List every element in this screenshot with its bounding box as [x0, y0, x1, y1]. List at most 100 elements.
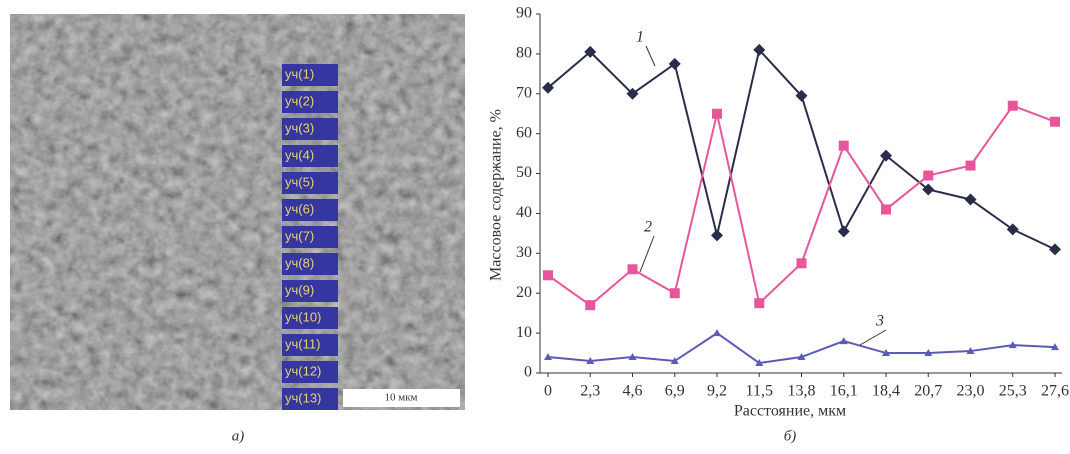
region-label: уч(8) [285, 255, 314, 270]
y-tick-label: 80 [516, 45, 532, 62]
region-label: уч(9) [285, 282, 314, 297]
label-box [282, 388, 338, 410]
marker [837, 225, 850, 238]
x-tick-label: 16,1 [830, 383, 858, 400]
label-box [282, 118, 338, 140]
y-tick-label: 10 [516, 324, 532, 341]
region-label: уч(6) [285, 201, 314, 216]
label-box [282, 253, 338, 275]
marker [626, 87, 639, 100]
marker [1049, 243, 1061, 256]
region-label: уч(12) [285, 363, 321, 378]
x-tick-label: 6,9 [665, 383, 685, 400]
marker [754, 298, 765, 309]
annotation-leader [859, 329, 887, 346]
marker [1007, 100, 1018, 111]
marker [543, 270, 553, 281]
marker [584, 45, 597, 58]
marker [838, 140, 849, 151]
x-tick-label: 18,4 [872, 383, 900, 400]
marker [1008, 341, 1017, 349]
annotation-leader [639, 235, 655, 273]
marker [795, 89, 808, 102]
x-tick-label: 25,3 [999, 383, 1027, 400]
sem-image [10, 14, 465, 410]
marker [585, 300, 596, 311]
x-tick-label: 13,8 [788, 383, 816, 400]
x-tick-label: 27,6 [1041, 383, 1069, 400]
x-tick-label: 0 [544, 383, 552, 400]
marker [922, 183, 935, 196]
y-tick-label: 70 [516, 84, 532, 101]
marker [796, 258, 807, 269]
y-tick-label: 30 [516, 244, 532, 261]
y-tick-label: 90 [516, 5, 532, 22]
x-tick-label: 4,6 [623, 383, 643, 400]
label-box [282, 334, 338, 356]
region-label: уч(13) [285, 390, 321, 405]
scale-bar [343, 389, 460, 407]
marker [1051, 343, 1059, 351]
marker [628, 353, 637, 361]
marker [924, 349, 933, 357]
marker [755, 359, 764, 367]
label-box [282, 145, 338, 167]
y-tick-label: 50 [516, 164, 532, 181]
marker [797, 353, 806, 361]
x-tick-label: 9,2 [707, 383, 727, 400]
label-box [282, 307, 338, 329]
series-annotation: 2 [644, 219, 652, 236]
marker [712, 108, 722, 119]
region-labels: уч(1) уч(2) уч(3) уч(4) уч(5) уч(6) уч(7) уч(8)… [282, 64, 338, 410]
y-tick-label: 40 [516, 204, 532, 221]
scale-bar-label: 10 мкм [384, 392, 417, 404]
marker [923, 170, 934, 181]
label-box [282, 226, 338, 248]
region-label: уч(3) [285, 120, 314, 135]
marker [1050, 116, 1060, 127]
label-box [282, 199, 338, 221]
x-tick-label: 11,5 [746, 383, 773, 400]
marker [544, 353, 552, 361]
series-annotation: 3 [875, 313, 884, 330]
marker [586, 357, 595, 365]
series-line [547, 47, 1056, 251]
x-tick-label: 2,3 [580, 383, 600, 400]
label-box [282, 91, 338, 113]
y-axis-label: Массовое содержание, % [488, 109, 505, 281]
marker [966, 347, 975, 355]
marker [839, 337, 848, 345]
marker [753, 43, 766, 56]
marker [713, 329, 721, 337]
region-label: уч(2) [285, 93, 314, 108]
marker [542, 81, 554, 94]
region-label: уч(5) [285, 174, 314, 189]
label-box [282, 172, 338, 194]
marker [668, 57, 681, 70]
marker [670, 357, 679, 365]
annotation-leader [645, 45, 656, 67]
marker [881, 204, 891, 215]
x-tick-label: 23,0 [957, 383, 985, 400]
marker [880, 149, 892, 162]
y-tick-label: 0 [524, 364, 532, 381]
x-axis-label: Расстояние, мкм [734, 403, 846, 420]
x-tick-label: 20,7 [914, 383, 942, 400]
region-label: уч(7) [285, 228, 314, 243]
marker [964, 193, 977, 206]
series-annotation: 1 [636, 29, 644, 46]
y-tick-label: 20 [516, 284, 532, 301]
label-box [282, 280, 338, 302]
marker [965, 160, 976, 171]
image-texture [10, 14, 465, 410]
marker [1006, 223, 1019, 236]
region-label: уч(10) [285, 309, 321, 324]
marker [627, 264, 638, 275]
y-tick-label: 60 [516, 124, 532, 141]
caption: б) [784, 428, 797, 444]
region-label: уч(11) [285, 336, 320, 351]
marker [882, 349, 890, 357]
marker [669, 288, 680, 299]
